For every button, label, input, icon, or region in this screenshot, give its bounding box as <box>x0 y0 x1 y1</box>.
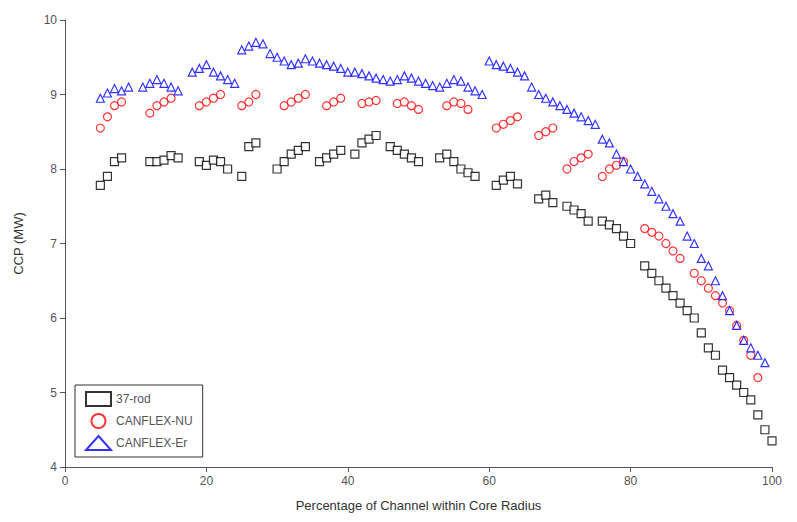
svg-text:80: 80 <box>624 474 638 488</box>
svg-text:8: 8 <box>50 162 57 176</box>
svg-text:CCP (MW): CCP (MW) <box>11 212 26 275</box>
svg-text:5: 5 <box>50 386 57 400</box>
svg-text:7: 7 <box>50 237 57 251</box>
svg-text:CANFLEX-NU: CANFLEX-NU <box>116 414 193 428</box>
svg-text:CANFLEX-Er: CANFLEX-Er <box>116 436 187 450</box>
svg-text:0: 0 <box>62 474 69 488</box>
svg-text:4: 4 <box>50 460 57 474</box>
svg-text:40: 40 <box>341 474 355 488</box>
svg-text:37-rod: 37-rod <box>116 392 151 406</box>
svg-text:20: 20 <box>200 474 214 488</box>
svg-text:6: 6 <box>50 311 57 325</box>
svg-text:Percentage of Channel within C: Percentage of Channel within Core Radius <box>296 498 542 513</box>
svg-text:9: 9 <box>50 88 57 102</box>
svg-text:10: 10 <box>44 13 58 27</box>
svg-text:60: 60 <box>483 474 497 488</box>
svg-text:100: 100 <box>762 474 782 488</box>
